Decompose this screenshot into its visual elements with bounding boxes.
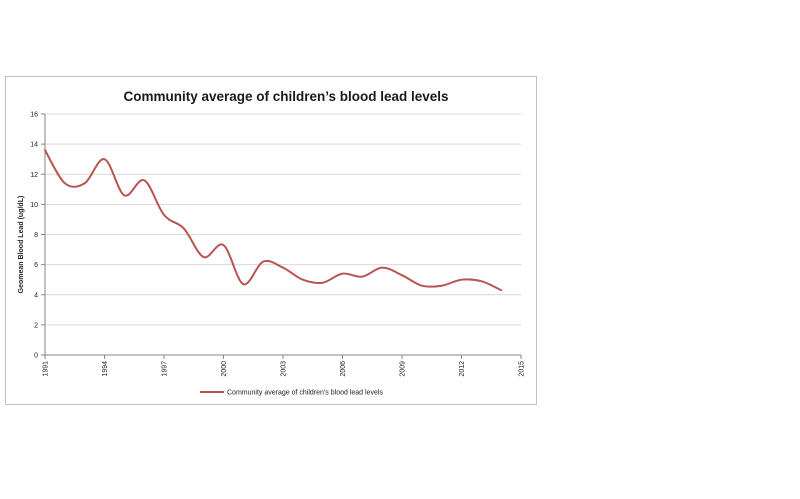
- y-tick-label: 10: [30, 202, 38, 209]
- y-tick-label: 8: [34, 232, 38, 239]
- legend-label: Community average of children’s blood le…: [227, 390, 383, 397]
- y-axis-label: Geomean Blood Lead (ug/dL): [18, 196, 25, 294]
- y-tick-label: 16: [30, 112, 38, 119]
- x-tick-label: 2000: [221, 361, 228, 377]
- x-tick-label: 1997: [162, 361, 169, 377]
- x-tick-label: 2006: [340, 361, 347, 377]
- legend: Community average of children’s blood le…: [200, 390, 383, 397]
- series-line: [44, 149, 503, 292]
- y-tick-label: 14: [30, 142, 38, 149]
- chart-title: Community average of children’s blood le…: [123, 89, 448, 104]
- y-tick-label: 2: [34, 322, 38, 329]
- x-tick-label: 1994: [102, 361, 109, 377]
- x-tick-label: 2012: [459, 361, 466, 377]
- chart-area: Community average of children’s blood le…: [5, 76, 537, 405]
- line-chart: Community average of children’s blood le…: [18, 89, 526, 397]
- y-tick-label: 6: [34, 262, 38, 269]
- x-tick-label: 2003: [281, 361, 288, 377]
- y-tick-label: 12: [30, 172, 38, 179]
- y-tick-labels: 0 2 4 6 8 10 12 14 16: [30, 112, 38, 360]
- x-tick-label: 1991: [43, 361, 50, 377]
- series: [44, 149, 503, 292]
- x-tick-labels: 1991 1994 1997 2000 2003 2006 2009 2012 2015: [43, 361, 526, 377]
- y-tick-label: 0: [34, 353, 38, 360]
- y-tick-label: 4: [34, 292, 38, 299]
- x-tick-label: 2009: [400, 361, 407, 377]
- x-tick-label: 2015: [519, 361, 526, 377]
- axes: [44, 114, 522, 359]
- gridlines: [41, 113, 521, 356]
